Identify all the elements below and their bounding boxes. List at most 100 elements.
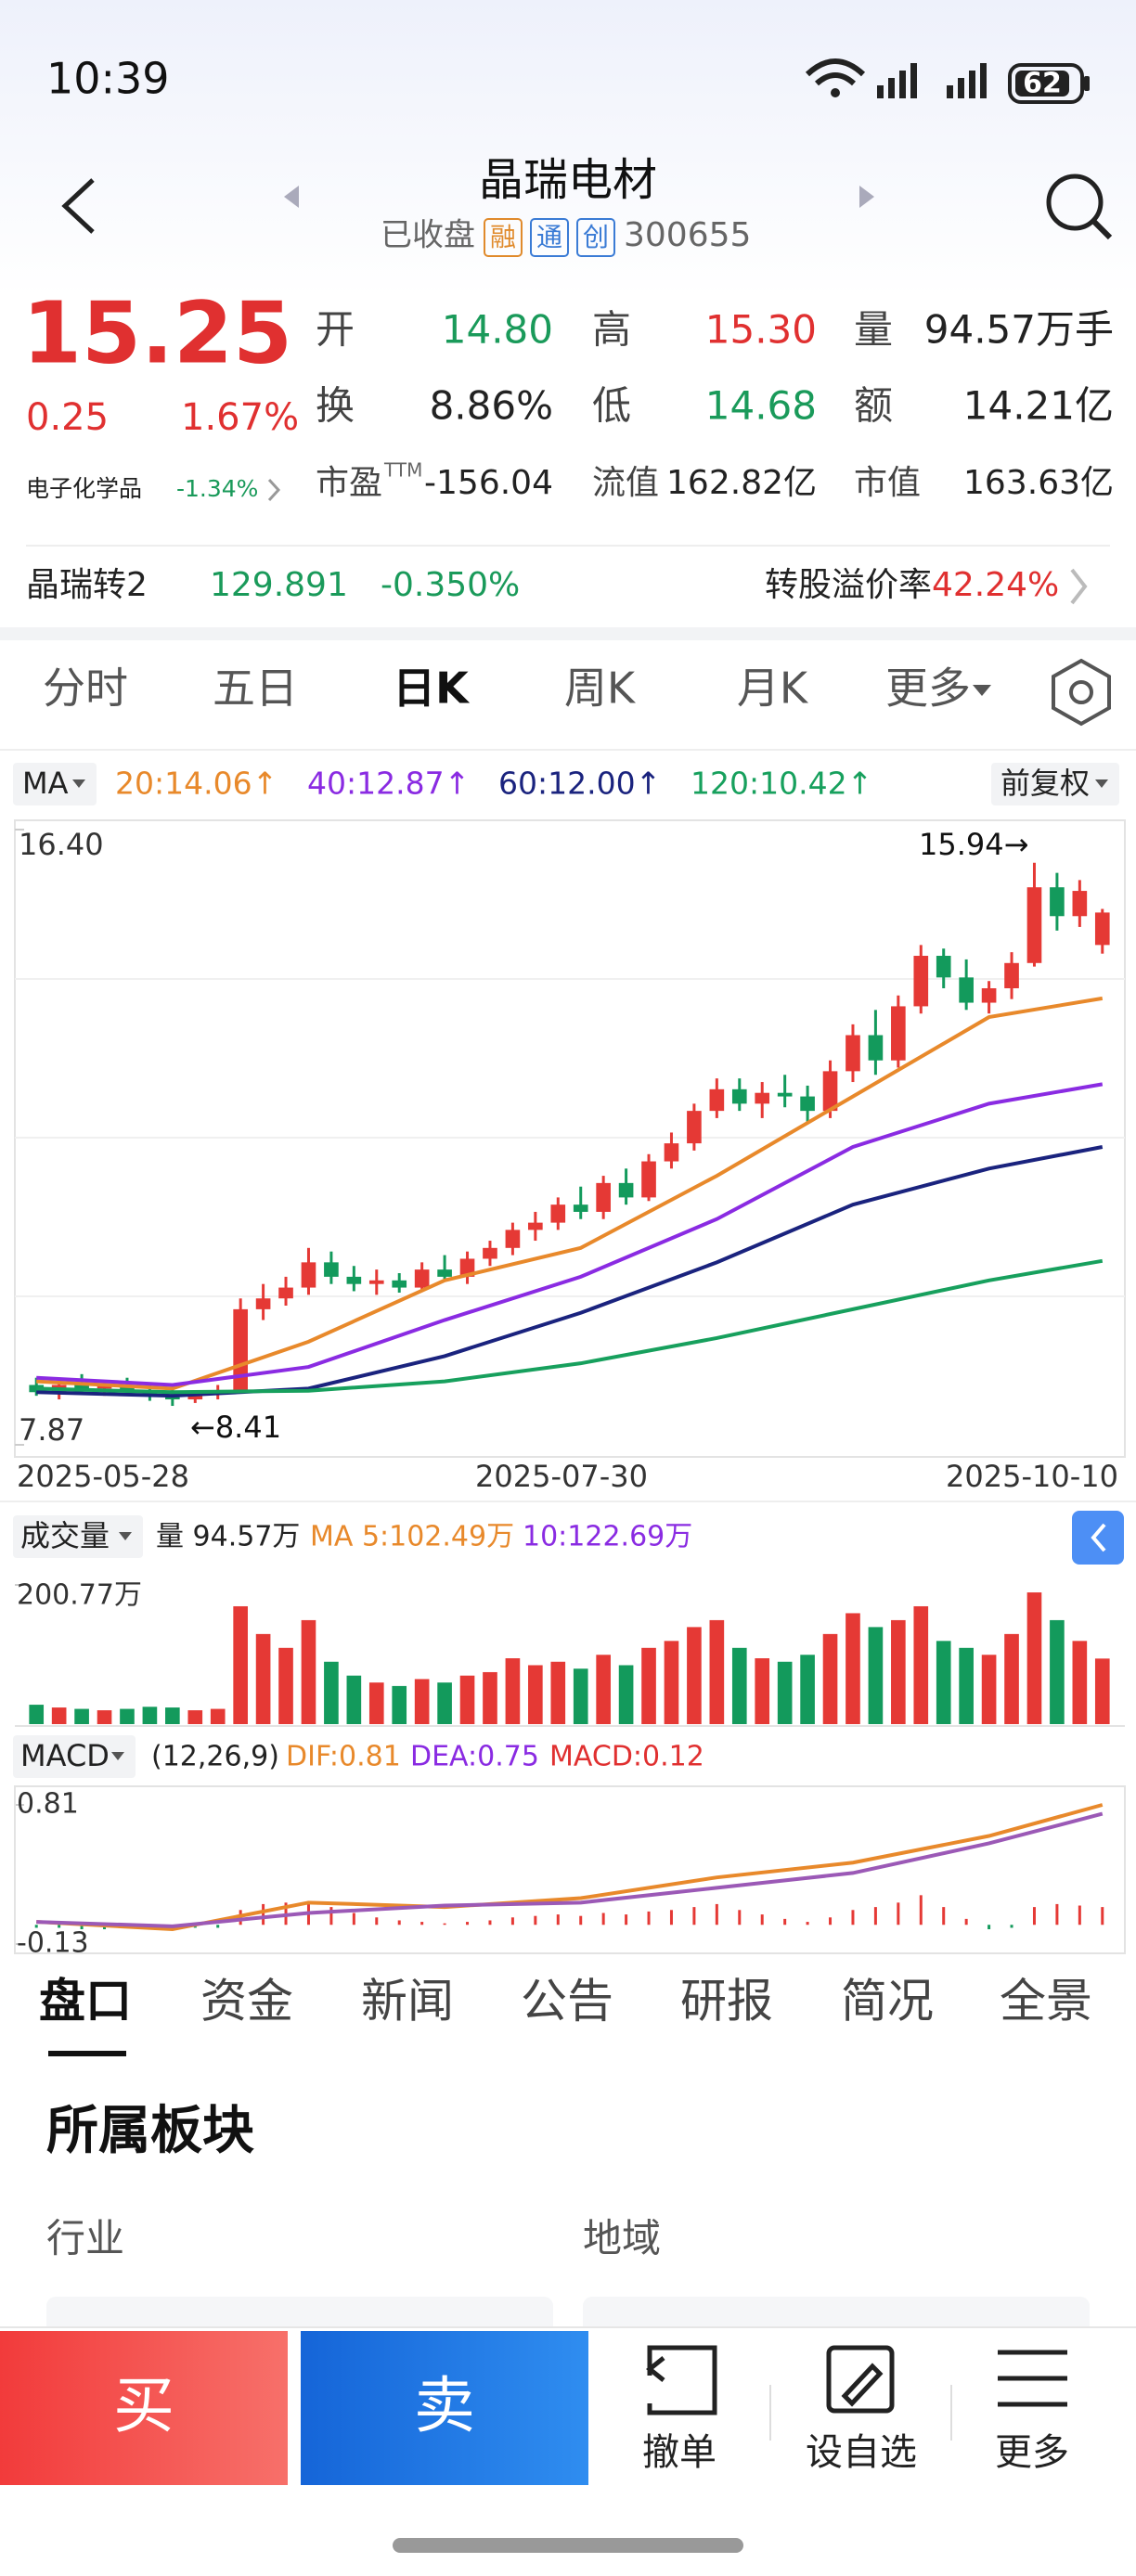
- volume-bar: [483, 1671, 497, 1724]
- tab[interactable]: 月K: [737, 663, 809, 714]
- candle-body: [346, 1276, 362, 1284]
- volume-chart: 200.77万: [15, 1579, 1110, 1724]
- bottom-tabs: 盘口 资金 新闻 公告 研报 简况 全景: [39, 1975, 1092, 2029]
- price: 15.25: [22, 283, 292, 382]
- badge-box: [484, 218, 523, 257]
- macd-value: MACD:0.12: [549, 1741, 704, 1773]
- ma-label: 20:14.06↑: [115, 766, 278, 802]
- candle-body: [1026, 887, 1042, 963]
- sell-button[interactable]: [301, 2331, 588, 2485]
- tab[interactable]: 五日: [213, 663, 298, 714]
- candle-body: [1004, 962, 1019, 988]
- macd-params: (12,26,9): [151, 1741, 279, 1773]
- action[interactable]: 设自选: [806, 2431, 917, 2474]
- volume-ma10: 10:122.69万: [523, 1521, 692, 1553]
- ma-select[interactable]: [13, 763, 97, 805]
- sector: 电子化学品: [26, 475, 142, 502]
- tab[interactable]: 更多: [885, 663, 971, 714]
- candle-body: [868, 1035, 884, 1061]
- y-tick-label: 16.40: [19, 827, 104, 862]
- stat-label: 市值: [854, 464, 921, 502]
- candle-body: [278, 1287, 293, 1299]
- candle-body: [528, 1222, 543, 1230]
- search[interactable]: [1046, 174, 1104, 231]
- bottom-tab[interactable]: 盘口: [39, 1975, 132, 2029]
- tab[interactable]: 日K: [393, 663, 471, 714]
- volume-bar: [550, 1661, 566, 1724]
- candle-body: [233, 1308, 248, 1391]
- y-tick-label: 200.77万: [17, 1579, 142, 1612]
- bottom-tab[interactable]: 资金: [200, 1975, 293, 2029]
- ma-label: 120:10.42↑: [691, 766, 872, 802]
- ma-indicator: MA: [22, 766, 69, 801]
- stat-label: 换: [316, 383, 355, 429]
- badge: 通: [536, 222, 562, 252]
- candle-body: [324, 1262, 339, 1277]
- section-title: 所属板块: [46, 2101, 254, 2161]
- volume-bar: [278, 1647, 293, 1724]
- volume-bar: [573, 1668, 588, 1724]
- sell[interactable]: 卖: [414, 2370, 475, 2441]
- volume-bar: [210, 1708, 226, 1724]
- macd-dif: DIF:0.81: [286, 1741, 401, 1773]
- action[interactable]: 撤单: [642, 2431, 716, 2474]
- ma-labels: 20:14.06↑ 40:12.87↑ 60:12.00↑ 120:10.42↑: [115, 766, 872, 802]
- volume-bar: [97, 1710, 112, 1724]
- volume-select[interactable]: [13, 1515, 143, 1558]
- volume-bar: [165, 1707, 180, 1724]
- back[interactable]: [61, 178, 95, 234]
- action[interactable]: 更多: [995, 2431, 1069, 2474]
- collapse[interactable]: [1072, 1511, 1124, 1565]
- candle-body: [1050, 887, 1065, 917]
- settings[interactable]: [1052, 658, 1111, 727]
- stat-value: 14.80: [442, 307, 553, 353]
- bottom-tab[interactable]: 全景: [1000, 1975, 1092, 2029]
- stat-value: 14.21亿: [963, 383, 1114, 429]
- time: 10:39: [46, 54, 170, 104]
- adjust-select[interactable]: [991, 763, 1119, 805]
- macd-select[interactable]: [13, 1735, 136, 1778]
- candle-body: [641, 1161, 656, 1198]
- annotation: 15.94→: [919, 827, 1028, 862]
- volume-bar: [959, 1647, 974, 1724]
- bottom-tab[interactable]: 简况: [841, 1975, 934, 2029]
- volume-bar: [459, 1675, 475, 1724]
- bottom-tab[interactable]: 研报: [680, 1975, 773, 2029]
- candle-body: [687, 1111, 702, 1144]
- volume-indicator: 成交量: [20, 1518, 110, 1553]
- battery: 62: [1023, 68, 1062, 100]
- candle-body: [596, 1182, 611, 1212]
- volume-bar: [981, 1655, 997, 1724]
- ma-line: [36, 1145, 1104, 1398]
- candle-body: [505, 1230, 521, 1248]
- badge: 融: [490, 222, 516, 252]
- candle-body: [846, 1035, 860, 1072]
- volume-bar: [618, 1665, 634, 1724]
- bottom-tab[interactable]: 公告: [521, 1975, 613, 2029]
- macd-dea: DEA:0.75: [410, 1741, 539, 1773]
- volume-bar: [255, 1633, 271, 1724]
- ma-line: [36, 1258, 1104, 1395]
- volume-bar: [1004, 1633, 1019, 1724]
- badges: 融通创: [484, 218, 615, 257]
- tab[interactable]: 周K: [564, 663, 637, 714]
- candle-body: [392, 1280, 407, 1288]
- macd-indicator: MACD: [20, 1738, 110, 1773]
- tab[interactable]: 分时: [43, 663, 128, 714]
- stat-value: 162.82亿: [666, 464, 817, 502]
- candle-body: [1094, 912, 1110, 946]
- candle-body: [301, 1262, 316, 1288]
- stat-value: 14.68: [705, 383, 817, 429]
- volume-bar: [414, 1679, 430, 1724]
- candle-body: [618, 1182, 634, 1198]
- bottom-tab[interactable]: 新闻: [361, 1975, 454, 2029]
- volume-ma5: MA 5:102.49万: [310, 1521, 514, 1553]
- buy[interactable]: 买: [113, 2370, 174, 2441]
- status-icons: [805, 58, 1090, 104]
- buy-button[interactable]: [0, 2331, 288, 2485]
- badge-box: [530, 218, 569, 257]
- stat-value: 15.30: [705, 307, 817, 353]
- candle-body: [414, 1269, 430, 1288]
- candle-body: [913, 956, 929, 1007]
- candle-body: [550, 1204, 566, 1223]
